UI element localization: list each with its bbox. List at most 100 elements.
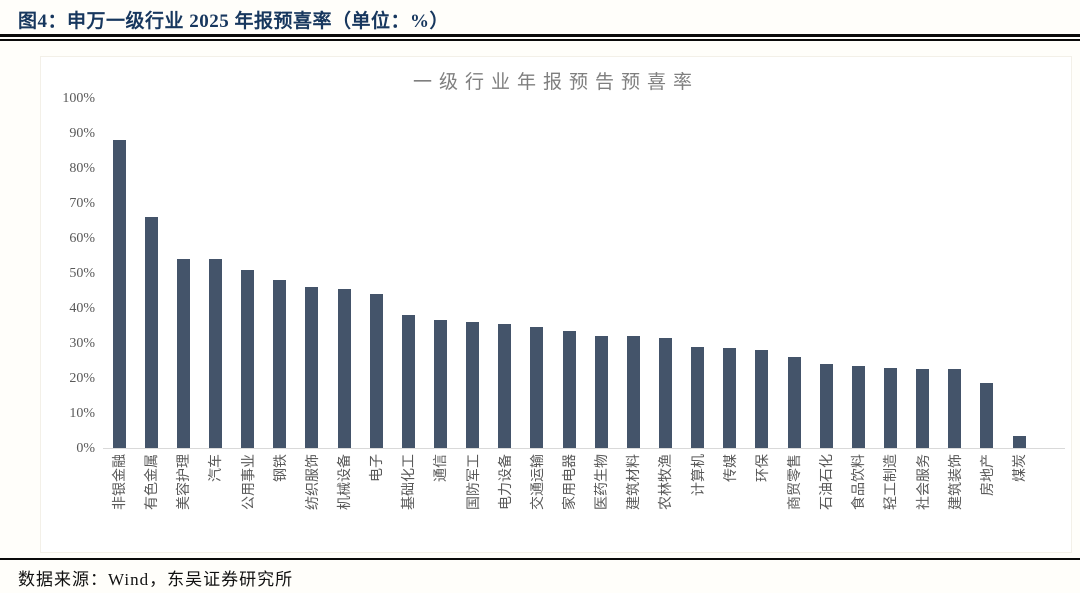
data-source: 数据来源：Wind，东吴证券研究所: [18, 570, 294, 589]
bar-cell: [874, 99, 906, 448]
x-axis-label-cell: 食品饮料: [842, 449, 874, 553]
x-axis-label: 社会服务: [916, 454, 932, 510]
bar: [851, 365, 865, 448]
bar-cell: [424, 99, 456, 448]
x-axis-label-cell: 建筑材料: [617, 449, 649, 553]
bar: [658, 337, 672, 448]
bar-cell: [167, 99, 199, 448]
x-axis-label: 机械设备: [338, 454, 354, 510]
x-axis-label: 建筑装饰: [948, 454, 964, 510]
x-axis-label: 纺织服饰: [305, 454, 321, 510]
bar: [433, 320, 447, 448]
y-axis-tick-label: 60%: [69, 231, 95, 246]
x-axis-label-cell: 美容护理: [167, 449, 199, 553]
bar-cell: [842, 99, 874, 448]
bar: [176, 259, 190, 448]
bar: [498, 323, 512, 448]
header-divider: [0, 34, 1080, 41]
x-axis-label-cell: 煤炭: [1003, 449, 1035, 553]
x-axis-label: 公用事业: [241, 454, 257, 510]
bar-cell: [746, 99, 778, 448]
y-axis-tick-label: 10%: [69, 406, 95, 421]
x-axis-label: 基础化工: [402, 454, 418, 510]
x-axis-label-cell: 医药生物: [585, 449, 617, 553]
x-axis-label: 通信: [434, 454, 450, 482]
x-axis-label-cell: 基础化工: [392, 449, 424, 553]
bar: [401, 315, 415, 448]
x-axis-label: 电子: [370, 454, 386, 482]
x-axis-label-cell: 传媒: [714, 449, 746, 553]
bar-cell: [199, 99, 231, 448]
bar: [883, 367, 897, 448]
bar-cell: [939, 99, 971, 448]
bar-cell: [392, 99, 424, 448]
x-axis-label: 传媒: [723, 454, 739, 482]
x-axis-label: 家用电器: [563, 454, 579, 510]
bar: [723, 348, 737, 448]
x-axis-label-cell: 汽车: [199, 449, 231, 553]
bar-cell: [521, 99, 553, 448]
bar-cell: [714, 99, 746, 448]
x-axis-label: 计算机: [691, 454, 707, 496]
x-axis-labels: 非银金融 有色金属 美容护理 汽车 公用事业 钢铁 纺织服饰 机械设备 电子 基础化工 通信 国防军工…: [103, 449, 1065, 553]
x-axis-label: 医药生物: [595, 454, 611, 510]
y-axis-tick-label: 0%: [76, 441, 95, 456]
chart-body: 100% 90% 80% 70% 60% 50% 40% 30% 20% 10% 0% 非银金融 有色…: [45, 91, 1065, 553]
bar-cell: [489, 99, 521, 448]
x-axis-label-cell: 房地产: [971, 449, 1003, 553]
x-axis-label-cell: 纺织服饰: [296, 449, 328, 553]
x-axis-label-cell: 有色金属: [135, 449, 167, 553]
bar: [691, 346, 705, 448]
chart-title: 一级行业年报预告预喜率: [412, 72, 699, 93]
x-axis-label: 国防军工: [466, 454, 482, 510]
x-axis-label-cell: 机械设备: [328, 449, 360, 553]
bar: [208, 259, 222, 448]
x-axis-label: 交通运输: [530, 454, 546, 510]
bar: [787, 357, 801, 448]
x-axis-label-cell: 钢铁: [264, 449, 296, 553]
x-axis-label-cell: 石油石化: [810, 449, 842, 553]
x-axis-label: 房地产: [980, 454, 996, 496]
bar-cell: [457, 99, 489, 448]
bar: [626, 336, 640, 448]
bar-cell: [971, 99, 1003, 448]
bar-cell: [328, 99, 360, 448]
y-axis-tick-label: 40%: [69, 301, 95, 316]
bar: [594, 336, 608, 448]
bar-cell: [778, 99, 810, 448]
bar: [819, 364, 833, 448]
x-axis-label-cell: 社会服务: [907, 449, 939, 553]
x-axis-label: 石油石化: [820, 454, 836, 510]
y-axis-tick-label: 50%: [69, 266, 95, 281]
x-axis-label-cell: 农林牧渔: [649, 449, 681, 553]
x-axis-label-cell: 非银金融: [103, 449, 135, 553]
x-axis-label-cell: 家用电器: [553, 449, 585, 553]
bar-cell: [553, 99, 585, 448]
bar-cell: [103, 99, 135, 448]
bar-cell: [585, 99, 617, 448]
bar: [948, 369, 962, 448]
bar-cell: [1003, 99, 1035, 448]
bar: [916, 369, 930, 448]
x-axis-label: 钢铁: [273, 454, 289, 482]
x-axis-label-cell: 计算机: [682, 449, 714, 553]
x-axis-label: 非银金融: [113, 454, 129, 510]
x-axis-label: 电力设备: [498, 454, 514, 510]
bar-cell: [135, 99, 167, 448]
x-axis-label: 轻工制造: [884, 454, 900, 510]
bar: [980, 383, 994, 448]
x-axis-label: 食品饮料: [852, 454, 868, 510]
y-axis-tick-label: 20%: [69, 371, 95, 386]
bar-cell: [649, 99, 681, 448]
x-axis-label-cell: 国防军工: [457, 449, 489, 553]
y-axis-tick-label: 90%: [69, 126, 95, 141]
bar: [466, 322, 480, 448]
bar-cell: [232, 99, 264, 448]
bar-cell: [296, 99, 328, 448]
x-axis-label-cell: 轻工制造: [874, 449, 906, 553]
bar-cell: [682, 99, 714, 448]
x-axis-label-cell: 电子: [360, 449, 392, 553]
x-axis-label: 农林牧渔: [659, 454, 675, 510]
bar: [755, 350, 769, 448]
